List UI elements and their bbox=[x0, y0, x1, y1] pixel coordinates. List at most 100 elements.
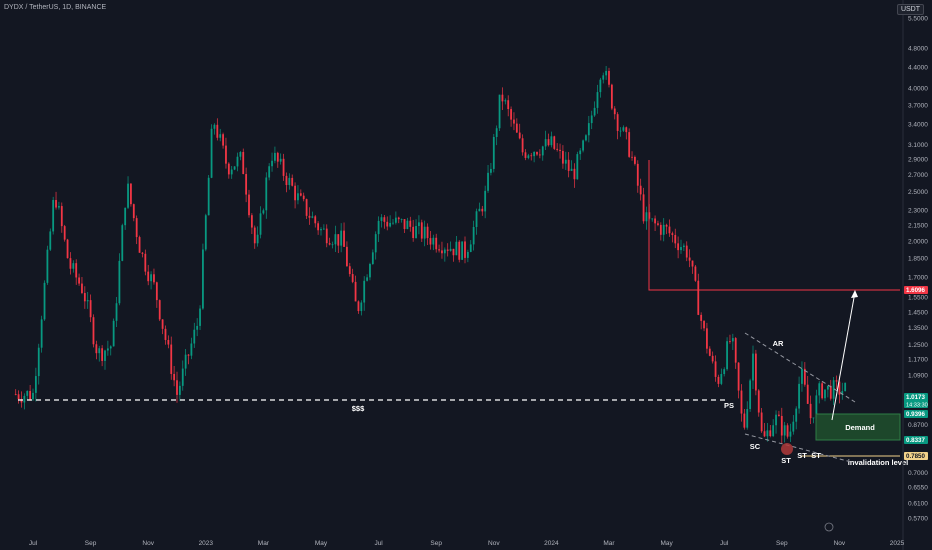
candle-body bbox=[708, 348, 711, 356]
candle-body bbox=[150, 274, 152, 282]
candle-body bbox=[821, 383, 824, 399]
candle-body bbox=[726, 341, 728, 370]
candle-body bbox=[461, 241, 464, 260]
candle-body bbox=[276, 152, 279, 162]
candle-body bbox=[582, 140, 584, 151]
candle-body bbox=[536, 151, 538, 155]
candle-body bbox=[420, 222, 423, 239]
candle-body bbox=[253, 227, 256, 244]
candle-body bbox=[585, 135, 587, 141]
candle-body bbox=[256, 234, 259, 244]
candle-body bbox=[668, 226, 671, 234]
price-tick-label: 4.4000 bbox=[908, 65, 928, 72]
candle-body bbox=[325, 228, 328, 244]
candle-body bbox=[69, 258, 72, 269]
price-tick-label: 1.1700 bbox=[908, 357, 928, 364]
candle-body bbox=[760, 412, 763, 432]
price-tick-label: 0.6100 bbox=[908, 500, 928, 507]
candle-body bbox=[515, 123, 518, 133]
candle-body bbox=[392, 222, 394, 224]
candle-body bbox=[371, 252, 374, 264]
candle-body bbox=[541, 146, 544, 156]
candle-body bbox=[553, 136, 556, 149]
candle-body bbox=[98, 348, 101, 354]
price-labels-layer: 1.6096 1.0173 14:33:30 0.9396 0.8337 0.7850 bbox=[904, 286, 928, 460]
candle-body bbox=[305, 199, 308, 216]
price-label-box bbox=[904, 286, 928, 294]
candle-body bbox=[685, 245, 688, 258]
candle-body bbox=[766, 430, 769, 437]
candle-body bbox=[155, 282, 158, 301]
candle-body bbox=[706, 328, 708, 349]
price-tick-label: 1.5500 bbox=[908, 295, 928, 302]
candle-body bbox=[181, 368, 184, 386]
candle-body bbox=[504, 100, 507, 102]
price-tick-label: 1.0900 bbox=[908, 372, 928, 379]
candle-body bbox=[279, 158, 282, 162]
candle-body bbox=[144, 253, 147, 272]
candle-body bbox=[795, 408, 798, 422]
price-label-text: 1.6096 bbox=[906, 287, 925, 294]
candle-body bbox=[196, 325, 199, 330]
candle-body bbox=[639, 185, 642, 195]
currency-badge[interactable]: USDT bbox=[896, 4, 924, 15]
candle-body bbox=[449, 248, 452, 251]
candle-body bbox=[530, 155, 533, 157]
candle-body bbox=[564, 159, 567, 164]
candle-body bbox=[412, 226, 415, 238]
candle-body bbox=[435, 237, 438, 250]
candle-body bbox=[271, 160, 273, 167]
candle-body bbox=[89, 300, 92, 318]
candle-body bbox=[138, 237, 141, 253]
candle-body bbox=[397, 217, 400, 220]
candle-body bbox=[464, 241, 466, 258]
candle-body bbox=[835, 380, 838, 382]
candle-body bbox=[625, 127, 628, 133]
candle-body bbox=[809, 403, 812, 419]
ps-label: PS bbox=[724, 401, 734, 410]
candle-body bbox=[328, 243, 331, 245]
candle-body bbox=[593, 107, 596, 116]
candle-body bbox=[628, 132, 631, 157]
candle-body bbox=[818, 383, 821, 396]
price-tick-label: 2.9000 bbox=[908, 156, 928, 163]
candle-body bbox=[671, 233, 674, 235]
candle-body bbox=[524, 152, 527, 158]
candle-body bbox=[75, 263, 78, 278]
candle-body bbox=[455, 241, 458, 256]
candle-body bbox=[259, 213, 262, 235]
liquidity-label: $$$ bbox=[352, 404, 365, 413]
candle-body bbox=[233, 166, 236, 170]
candle-body bbox=[510, 109, 512, 120]
candle-body bbox=[674, 234, 677, 244]
candle-body bbox=[14, 394, 17, 395]
candle-body bbox=[657, 223, 659, 225]
price-tick-label: 5.5000 bbox=[908, 15, 928, 22]
candle-body bbox=[778, 414, 780, 416]
candle-body bbox=[291, 177, 294, 186]
candle-body bbox=[717, 376, 720, 384]
candle-body bbox=[723, 369, 726, 375]
arrow-head bbox=[851, 290, 858, 298]
candle-body bbox=[498, 94, 501, 129]
candle-body bbox=[265, 177, 268, 211]
candle-body bbox=[757, 390, 760, 413]
candle-body bbox=[613, 108, 616, 115]
candle-body bbox=[60, 206, 63, 227]
wedge-lower-line bbox=[744, 433, 856, 464]
candle-body bbox=[297, 193, 299, 201]
candle-body bbox=[153, 274, 155, 283]
candle-body bbox=[636, 163, 639, 186]
candle-body bbox=[383, 217, 386, 222]
candle-body bbox=[769, 430, 772, 437]
candle-body bbox=[832, 380, 835, 399]
candle-body bbox=[507, 100, 510, 110]
candle-body bbox=[317, 223, 320, 231]
price-tick-label: 4.8000 bbox=[908, 45, 928, 52]
candle-body bbox=[357, 301, 360, 312]
price-axis: 5.5000 4.8000 4.4000 4.0000 3.7000 3.4000 3.10… bbox=[902, 0, 928, 550]
candle-body bbox=[351, 274, 354, 282]
ar-label: AR bbox=[773, 339, 784, 348]
candle-body bbox=[366, 277, 368, 281]
